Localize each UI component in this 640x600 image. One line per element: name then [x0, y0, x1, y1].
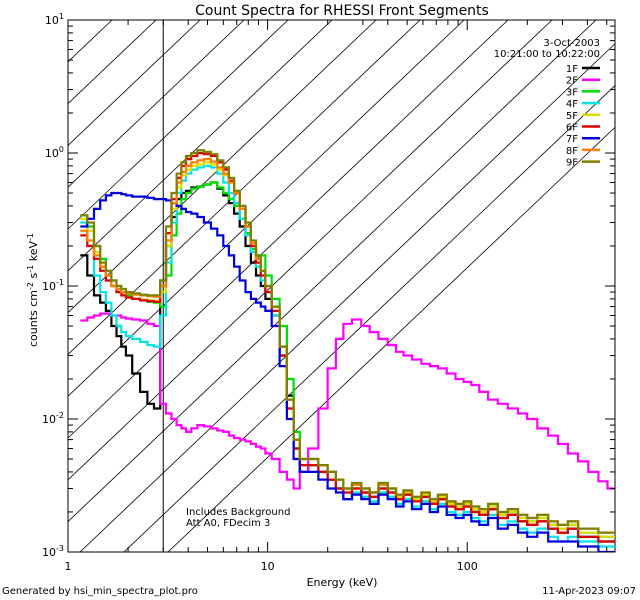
legend-label-6f: 6F [566, 123, 578, 134]
hatch-line [68, 20, 597, 523]
footer-timestamp: 11-Apr-2023 09:07 [542, 586, 636, 597]
hatch-line [68, 20, 377, 314]
x-tick-label: 100 [457, 560, 478, 573]
legend-label-3f: 3F [566, 87, 578, 98]
hatch-line [68, 20, 333, 272]
footer-generated-by: Generated by hsi_min_spectra_plot.pro [2, 586, 198, 597]
y-axis-label: counts cm-2 s-1 keV-1 [26, 233, 40, 347]
legend-label-4f: 4F [566, 99, 578, 110]
y-tick-label: 10-1 [42, 278, 64, 293]
y-tick-label: 10-3 [42, 544, 64, 559]
header-date: 3-Oct-2003 [543, 38, 600, 49]
series-layer [80, 149, 615, 552]
hatch-line [68, 20, 465, 397]
series-7f-line [80, 191, 615, 552]
axes-layer: 1 10 100 10-3 10-2 10-1 100 101 [42, 12, 615, 573]
hatch-line [68, 20, 421, 355]
annotation-attenuator: Att A0, FDecim 3 [186, 518, 270, 529]
hatch-line [167, 126, 615, 552]
hatch-line [68, 20, 201, 146]
hatch-line [68, 20, 289, 230]
hatch-line [68, 20, 509, 439]
hatch-line [68, 20, 245, 188]
x-axis-label: Energy (keV) [307, 576, 378, 589]
plot-frame [67, 19, 616, 553]
y-tick-label: 10-2 [42, 411, 64, 426]
legend-label-8f: 8F [566, 146, 578, 157]
x-tick-label: 1 [65, 560, 72, 573]
series-2f-line [80, 312, 615, 490]
header-time-range: 10:21:00 to 10:22:00 [494, 49, 600, 60]
legend-label-5f: 5F [566, 111, 578, 122]
y-tick-label: 101 [45, 12, 64, 27]
hatch-line [123, 84, 615, 552]
legend-label-7f: 7F [566, 134, 578, 145]
x-tick-label: 10 [261, 560, 275, 573]
y-tick-label: 100 [45, 145, 64, 160]
chart-title: Count Spectra for RHESSI Front Segments [195, 3, 489, 19]
series-9f-line [80, 149, 615, 534]
legend-label-2f: 2F [566, 76, 578, 87]
hatch-line [79, 43, 615, 552]
legend-label-1f: 1F [566, 64, 578, 75]
hatch-line [68, 20, 553, 481]
legend-label-9f: 9F [566, 158, 578, 169]
annotation-background: Includes Background [186, 507, 290, 518]
